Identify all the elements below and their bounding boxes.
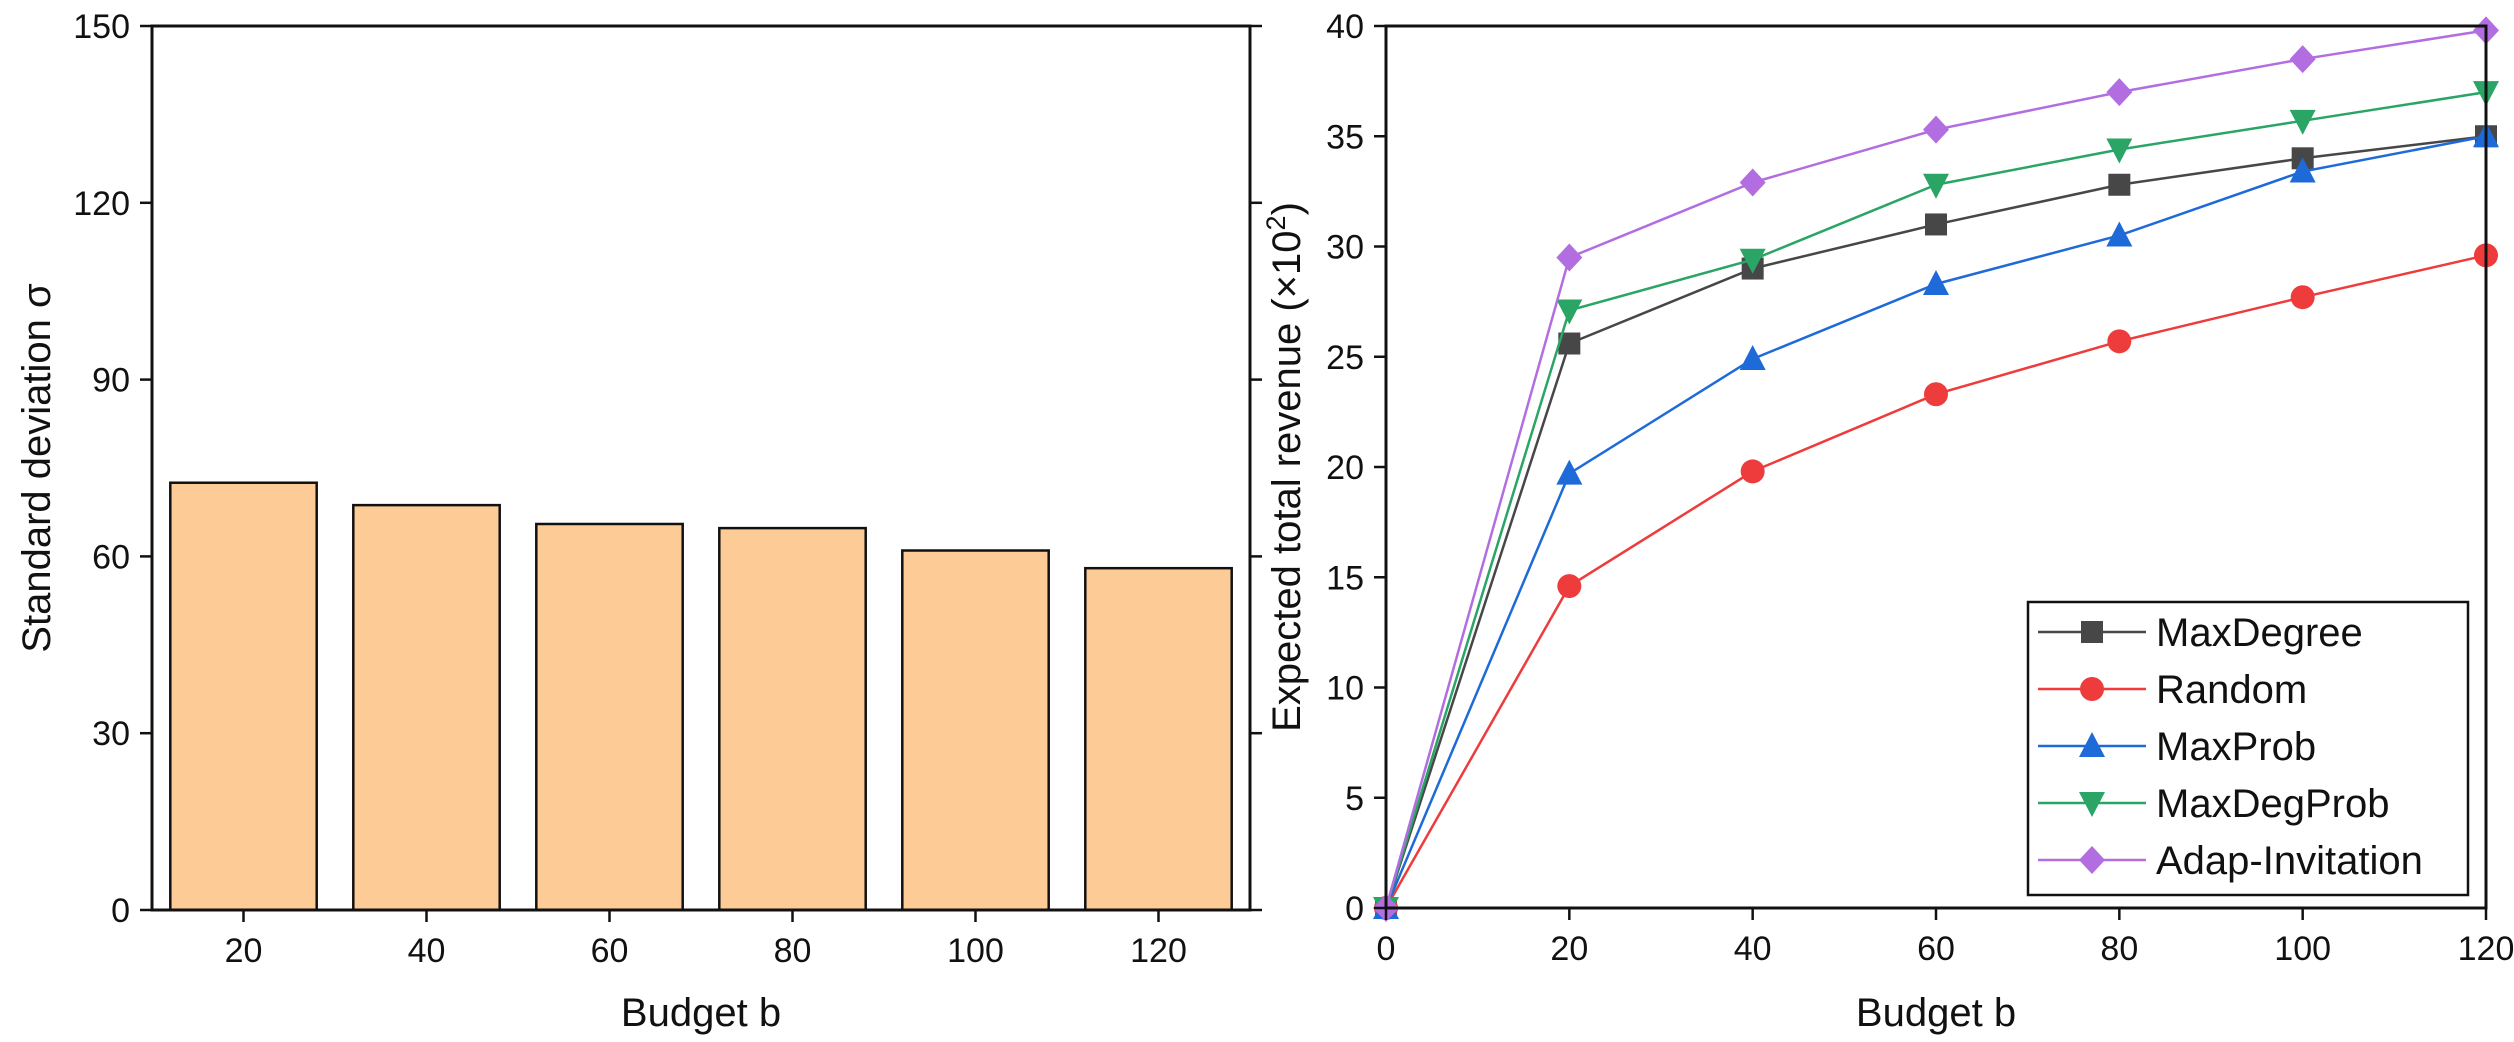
data-point-maxdegprob — [2106, 138, 2133, 164]
data-point-maxprob — [1923, 269, 1949, 295]
right-y-tick-label: 30 — [1326, 229, 1364, 267]
right-x-tick-label: 60 — [1917, 930, 1955, 968]
legend-item-adap-invitation: Adap-Invitation — [2038, 839, 2423, 883]
data-point-maxdegree — [1558, 332, 1581, 355]
right-x-axis-label: Budget b — [1856, 991, 2016, 1035]
legend-marker-maxprob — [2079, 732, 2105, 757]
data-point-adap-invitation — [1923, 115, 1949, 144]
data-point-maxdegree — [1925, 213, 1947, 236]
data-point-maxdegree — [2108, 173, 2131, 196]
series-adap-invitation — [1373, 16, 2499, 922]
legend: MaxDegree Random MaxProb MaxDegProb Adap-Inv… — [2026, 600, 2470, 897]
legend-box — [2026, 600, 2470, 897]
right-y-tick-label: 35 — [1326, 118, 1364, 156]
left-x-tick-label: 100 — [947, 932, 1004, 970]
left-y-tick-label: 90 — [92, 362, 130, 400]
right-y-tick-label: 25 — [1326, 339, 1364, 377]
legend-marker-adap-invitation — [2079, 846, 2105, 874]
legend-marker-maxdegprob — [2079, 792, 2105, 817]
bar-100 — [901, 549, 1050, 912]
legend-marker-maxdegree — [2081, 621, 2103, 643]
right-x-tick-label: 100 — [2274, 930, 2331, 968]
data-point-adap-invitation — [2289, 45, 2316, 74]
left-y-tick-label: 30 — [92, 715, 130, 753]
left-plot-frame — [150, 24, 1252, 912]
right-x-tick-label: 0 — [1377, 930, 1396, 968]
data-point-random — [1557, 574, 1582, 599]
data-point-maxdegprob — [1923, 173, 1949, 199]
left-y-tick-label: 120 — [73, 185, 130, 223]
left-bar-chart: 20 40 60 80 100 120 0 30 60 90 120 150 Budget b Sta… — [15, 8, 1262, 1035]
bar-80 — [718, 526, 867, 912]
right-series — [1373, 16, 2499, 922]
legend-label-maxdegree: MaxDegree — [2156, 611, 2363, 655]
right-line-chart: 0 20 40 60 80 100 120 0 5 10 15 20 25 30 35 40 Budget b… — [1261, 8, 2514, 1035]
right-y-tick-label: 10 — [1326, 670, 1364, 708]
right-x-tick-label: 120 — [2458, 930, 2514, 968]
data-point-adap-invitation — [1556, 243, 1583, 272]
left-y-tick-label: 150 — [73, 8, 130, 46]
right-y-tick-label: 15 — [1326, 559, 1364, 597]
data-point-maxdegprob — [1556, 299, 1583, 325]
legend-item-maxprob: MaxProb — [2038, 725, 2316, 769]
bar-60 — [535, 522, 684, 912]
left-bars — [169, 481, 1233, 912]
left-x-tick-label: 80 — [774, 932, 812, 970]
data-point-adap-invitation — [1739, 168, 1766, 197]
data-point-maxprob — [2106, 221, 2133, 247]
left-x-tick-label: 120 — [1130, 932, 1187, 970]
right-x-tick-label: 20 — [1550, 930, 1588, 968]
right-y-tick-label: 40 — [1326, 8, 1364, 46]
bar-20 — [169, 481, 318, 912]
bar-120 — [1084, 566, 1233, 912]
legend-marker-random — [2080, 677, 2104, 701]
right-ticks: 0 20 40 60 80 100 120 0 5 10 15 20 25 30 35 40 — [1326, 8, 2514, 968]
bar-40 — [352, 503, 501, 912]
data-point-random — [1924, 382, 1948, 407]
right-y-axis-label-exponent: 2 — [1261, 215, 1291, 230]
legend-label-maxprob: MaxProb — [2156, 725, 2316, 769]
data-point-random — [2290, 285, 2315, 310]
legend-item-maxdegprob: MaxDegProb — [2038, 782, 2389, 826]
data-point-adap-invitation — [2106, 78, 2133, 107]
left-y-tick-label: 0 — [111, 892, 130, 930]
data-point-maxprob — [2289, 157, 2316, 183]
right-y-axis-label: Expected total revenue (×102) — [1261, 202, 1309, 732]
data-point-maxprob — [1739, 344, 1766, 370]
data-point-maxdegprob — [2289, 109, 2316, 135]
right-y-tick-label: 20 — [1326, 449, 1364, 487]
series-maxprob — [1373, 122, 2499, 919]
left-x-tick-label: 20 — [225, 932, 263, 970]
legend-label-adap-invitation: Adap-Invitation — [2156, 839, 2423, 883]
legend-label-random: Random — [2156, 668, 2307, 712]
data-point-maxprob — [1556, 459, 1583, 485]
legend-item-random: Random — [2038, 668, 2307, 712]
data-point-random — [2107, 329, 2132, 354]
data-point-random — [1740, 459, 1765, 484]
right-x-tick-label: 80 — [2100, 930, 2138, 968]
right-y-axis-label-close: ) — [1265, 202, 1309, 215]
left-x-axis-label: Budget b — [621, 991, 781, 1035]
data-point-maxdegprob — [1739, 248, 1766, 274]
right-x-tick-label: 40 — [1734, 930, 1772, 968]
left-y-tick-label: 60 — [92, 538, 130, 576]
right-y-axis-label-main: Expected total revenue (×10 — [1265, 230, 1309, 731]
legend-label-maxdegprob: MaxDegProb — [2156, 782, 2389, 826]
right-y-tick-label: 0 — [1345, 890, 1364, 928]
left-ticks: 20 40 60 80 100 120 0 30 60 90 120 150 — [73, 8, 1262, 970]
legend-item-maxdegree: MaxDegree — [2038, 611, 2363, 655]
left-x-tick-label: 60 — [591, 932, 629, 970]
left-y-axis-label: Standard deviation σ — [15, 283, 59, 653]
right-y-tick-label: 5 — [1345, 780, 1364, 818]
left-x-tick-label: 40 — [408, 932, 446, 970]
